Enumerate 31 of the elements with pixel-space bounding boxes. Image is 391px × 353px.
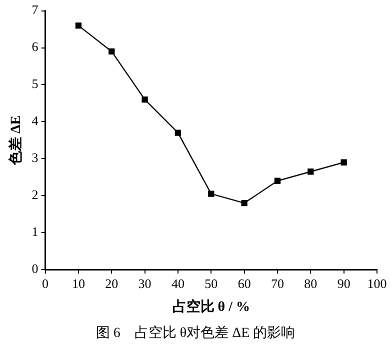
- y-tick-label: 5: [32, 76, 38, 92]
- point: [174, 130, 182, 136]
- point: [340, 159, 347, 166]
- y-tick-label: 4: [32, 113, 39, 128]
- y-axis-title: 色差 ΔE: [8, 115, 24, 166]
- x-tick-label: 60: [238, 276, 251, 291]
- point: [142, 96, 148, 103]
- caption: 图 6 占空比 θ对色差 ΔE 的影响: [94, 324, 296, 342]
- point: [75, 22, 82, 29]
- y-tick-label: 6: [32, 39, 39, 54]
- y-tick-label: 2: [32, 187, 38, 202]
- x-tick-label: 100: [367, 276, 387, 291]
- x-tick-label: 30: [138, 276, 152, 291]
- point: [308, 168, 314, 175]
- point: [208, 190, 214, 197]
- x-tick-label: 40: [171, 276, 184, 291]
- x-tick-label: 20: [105, 276, 118, 291]
- x-axis-title: 占空比 θ / %: [172, 298, 250, 316]
- x-tick-label: 10: [72, 276, 85, 291]
- y-tick-label: 1: [32, 224, 38, 240]
- y-tick-label: 0: [32, 261, 38, 276]
- point: [241, 200, 248, 206]
- x-tick-label: 0: [42, 276, 49, 291]
- y-tick-label: 7: [32, 2, 39, 18]
- x-tick-label: 50: [204, 276, 218, 291]
- x-tick-label: 70: [270, 276, 284, 291]
- point: [274, 178, 281, 184]
- x-tick-label: 90: [337, 276, 350, 291]
- x-tick-label: 80: [304, 276, 318, 291]
- point: [108, 48, 115, 55]
- y-tick-label: 3: [32, 150, 38, 166]
